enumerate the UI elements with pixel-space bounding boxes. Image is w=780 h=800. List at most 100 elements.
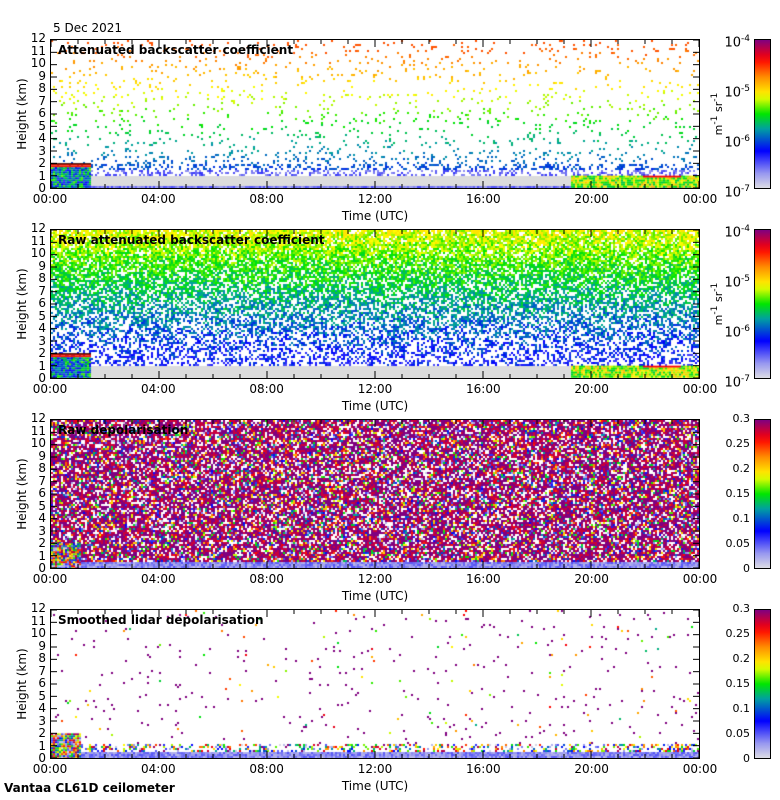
y-tick-label: 8 <box>38 81 46 95</box>
x-tick-label: 16:00 <box>466 762 501 776</box>
y-tick-label: 6 <box>38 106 46 120</box>
y-tick-label: 11 <box>30 233 46 248</box>
y-tick-label: 5 <box>38 688 46 703</box>
axis-ticks <box>51 420 699 568</box>
colorbar <box>754 229 771 379</box>
y-tick-label: 10 <box>30 56 46 70</box>
y-tick-label: 11 <box>30 613 46 628</box>
y-tick-label: 0 <box>38 751 46 765</box>
y-tick-label: 8 <box>38 271 46 285</box>
colorbar-tick-label: 10-710-7 <box>724 184 750 201</box>
colorbar-tick-label: 10-710-7 <box>724 374 750 391</box>
colorbar-unit: m-1 sr-1m-1 sr-1 <box>709 282 725 326</box>
colorbar-tick-label: 0.1 <box>732 512 751 525</box>
y-tick-label: 3 <box>38 523 46 538</box>
instrument-label: Vantaa CL61D ceilometer <box>4 781 175 795</box>
x-tick-label: 04:00 <box>141 762 176 776</box>
y-tick-label: 0 <box>38 561 46 575</box>
colorbar <box>754 609 771 759</box>
y-tick-label: 4 <box>38 131 46 145</box>
y-tick-label: 3 <box>38 333 46 348</box>
colorbar-tick-label: 10-510-5 <box>724 274 750 291</box>
colorbar-tick-label: 0.05 <box>725 537 751 550</box>
y-axis-label: Height (km) <box>15 458 29 530</box>
heatmap-canvas <box>51 610 699 758</box>
y-axis-label: Height (km) <box>15 78 29 150</box>
colorbar-tick-label: 0.2 <box>732 652 751 665</box>
panel-title: Attenuated backscatter coefficient <box>58 43 294 57</box>
x-tick-label: 12:00 <box>357 192 393 206</box>
y-tick-label: 12 <box>30 221 46 235</box>
axis-ticks <box>51 610 699 758</box>
chart-panel-4: Smoothed lidar depolarisation 0 1 2 3 4 5 6 7 8 9 1… <box>0 602 780 799</box>
x-tick-label: 00:00 <box>682 572 718 586</box>
x-tick-label: 00:00 <box>682 192 718 206</box>
x-tick-label: 00:00 <box>32 762 68 776</box>
colorbar-tick-label: 0.3 <box>732 412 751 425</box>
y-tick-label: 9 <box>38 68 46 83</box>
panel-title: Raw depolarisation <box>58 423 189 437</box>
colorbar-tick-label: 10-510-5 <box>724 84 750 101</box>
colorbar-tick-label: 10-610-6 <box>724 134 750 151</box>
y-tick-label: 2 <box>38 156 46 170</box>
y-tick-label: 8 <box>38 461 46 475</box>
y-tick-label: 7 <box>38 473 46 488</box>
y-tick-label: 9 <box>38 638 46 653</box>
x-tick-label: 12:00 <box>357 382 393 396</box>
date-label: 5 Dec 2021 <box>53 21 123 35</box>
y-axis-label: Height (km) <box>15 268 29 340</box>
x-tick-label: 00:00 <box>32 192 68 206</box>
colorbar-tick-label: 0.1 <box>732 702 751 715</box>
axis-ticks <box>51 230 699 378</box>
y-tick-label: 1 <box>38 738 46 753</box>
colorbar-tick-label: 10-410-4 <box>724 34 750 51</box>
y-tick-label: 10 <box>30 626 46 640</box>
x-tick-label: 16:00 <box>466 572 501 586</box>
heatmap-canvas <box>51 40 699 188</box>
x-axis-label: Time (UTC) <box>341 589 409 603</box>
y-tick-label: 5 <box>38 118 46 133</box>
colorbar-tick-label: 0.15 <box>725 677 751 690</box>
chart-panel-1: Attenuated backscatter coefficient 0 1 2 3 4 5… <box>0 32 780 229</box>
y-tick-label: 8 <box>38 651 46 665</box>
x-tick-label: 04:00 <box>141 192 176 206</box>
x-tick-label: 16:00 <box>466 382 501 396</box>
y-tick-label: 1 <box>38 168 46 183</box>
y-tick-label: 0 <box>38 181 46 195</box>
y-tick-label: 6 <box>38 676 46 690</box>
y-tick-label: 2 <box>38 346 46 360</box>
colorbar <box>754 39 771 189</box>
x-tick-label: 00:00 <box>32 572 68 586</box>
x-tick-label: 20:00 <box>574 382 609 396</box>
colorbar-tick-label: 0.2 <box>732 462 751 475</box>
panel-title: Raw attenuated backscatter coefficient <box>58 233 325 247</box>
y-tick-label: 7 <box>38 93 46 108</box>
x-tick-label: 00:00 <box>682 762 718 776</box>
chart-panel-2: Raw attenuated backscatter coefficient 0 1… <box>0 222 780 419</box>
colorbar-tick-label: 0.15 <box>725 487 751 500</box>
y-tick-label: 5 <box>38 308 46 323</box>
x-axis-label: Time (UTC) <box>341 779 409 793</box>
heatmap-canvas <box>51 230 699 378</box>
y-tick-label: 3 <box>38 713 46 728</box>
y-tick-label: 12 <box>30 411 46 425</box>
y-tick-label: 2 <box>38 536 46 550</box>
colorbar-tick-label: 0.05 <box>725 727 751 740</box>
x-tick-label: 20:00 <box>574 762 609 776</box>
x-tick-label: 08:00 <box>249 572 284 586</box>
chart-panel-3: Raw depolarisation 0 1 2 3 4 5 6 7 8 9 10 11 12 00:00 0… <box>0 412 780 609</box>
x-tick-label: 12:00 <box>357 762 393 776</box>
y-tick-label: 11 <box>30 423 46 438</box>
y-tick-label: 10 <box>30 436 46 450</box>
y-tick-label: 6 <box>38 486 46 500</box>
x-tick-label: 00:00 <box>682 382 718 396</box>
axis-ticks <box>51 40 699 188</box>
x-tick-label: 08:00 <box>249 762 284 776</box>
colorbar-unit: m-1 sr-1m-1 sr-1 <box>709 92 725 136</box>
x-tick-label: 04:00 <box>141 572 176 586</box>
y-tick-label: 7 <box>38 283 46 298</box>
x-tick-label: 20:00 <box>574 192 609 206</box>
heatmap-canvas <box>51 420 699 568</box>
y-tick-label: 1 <box>38 358 46 373</box>
y-tick-label: 7 <box>38 663 46 678</box>
